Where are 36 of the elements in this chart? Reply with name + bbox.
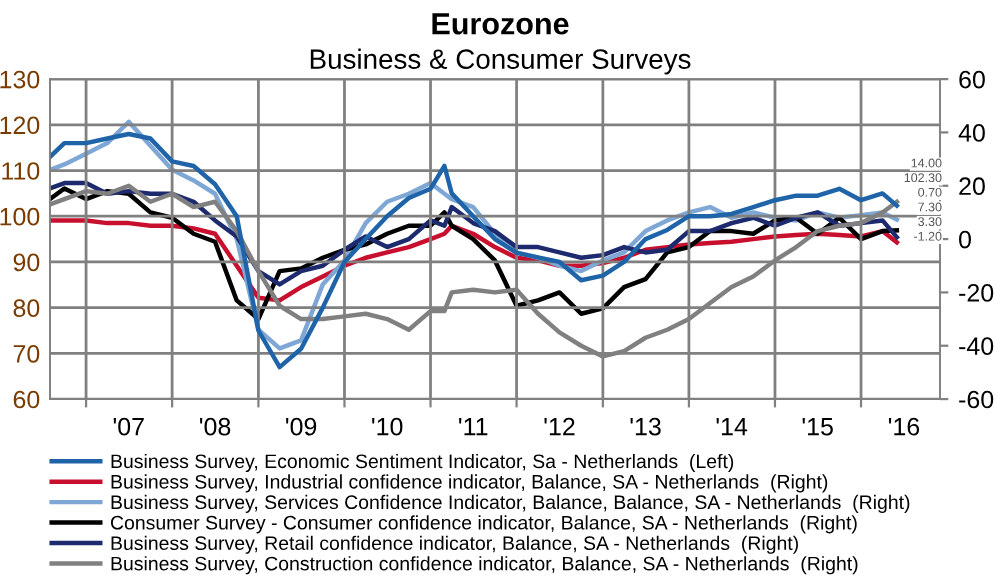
y2-tick-label: 0 — [959, 230, 971, 249]
legend-label: Business Survey, Construction confidence indicator, Balance, SA - Netherlands (Right) — [111, 556, 858, 575]
x-tick-label: '15 — [802, 418, 833, 436]
y-tick-label: 130 — [0, 70, 40, 89]
y-tick-label: 100 — [0, 207, 40, 226]
y-tick-label: 110 — [2, 162, 40, 180]
y2-tick-label: -40 — [959, 337, 994, 356]
x-tick-label: '14 — [716, 418, 748, 436]
y2-tick-label: -20 — [959, 284, 994, 302]
line-series — [50, 218, 900, 303]
y2-tick-label: 40 — [958, 124, 985, 142]
y-tick-label: 60 — [13, 390, 40, 409]
chart-title: Eurozone — [432, 13, 569, 35]
legend-label: Business Survey, Services Confidence Indicator, Balance, Balance, SA - Netherlands (Right) — [111, 494, 910, 513]
x-tick-label: '08 — [200, 417, 231, 436]
x-tick-label: '16 — [888, 417, 920, 436]
line-series — [50, 180, 900, 287]
legend-label: Business Survey, Economic Sentiment Indicator, Sa - Netherlands (Left) — [111, 453, 734, 473]
x-tick-label: '09 — [286, 417, 317, 436]
y-tick-label: 90 — [13, 253, 40, 272]
y-tick-label: 70 — [13, 344, 40, 363]
y2-tick-label: 20 — [959, 177, 985, 196]
legend-label: Business Survey, Industrial confidence indicator, Balance, SA - Netherlands (Right) — [111, 474, 828, 493]
legend-label: Consumer Survey - Consumer confidence indicator, Balance, SA - Netherlands (Right) — [110, 515, 857, 534]
legend-label: Business Survey, Retail confidence indicator, Balance, SA - Netherlands (Right) — [111, 535, 798, 554]
y2-tick-label: 60 — [959, 70, 985, 89]
x-tick-label: '10 — [372, 417, 403, 436]
y-tick-label: 120 — [0, 116, 40, 135]
x-tick-label: '12 — [544, 417, 575, 436]
chart-subtitle: Business & Consumer Surveys — [310, 48, 691, 75]
x-tick-label: '13 — [630, 417, 661, 436]
y-tick-label: 80 — [13, 299, 40, 317]
y2-tick-label: -60 — [959, 390, 994, 409]
x-tick-label: '07 — [113, 417, 144, 436]
line-series — [50, 186, 900, 322]
x-tick-label: '11 — [459, 418, 488, 436]
